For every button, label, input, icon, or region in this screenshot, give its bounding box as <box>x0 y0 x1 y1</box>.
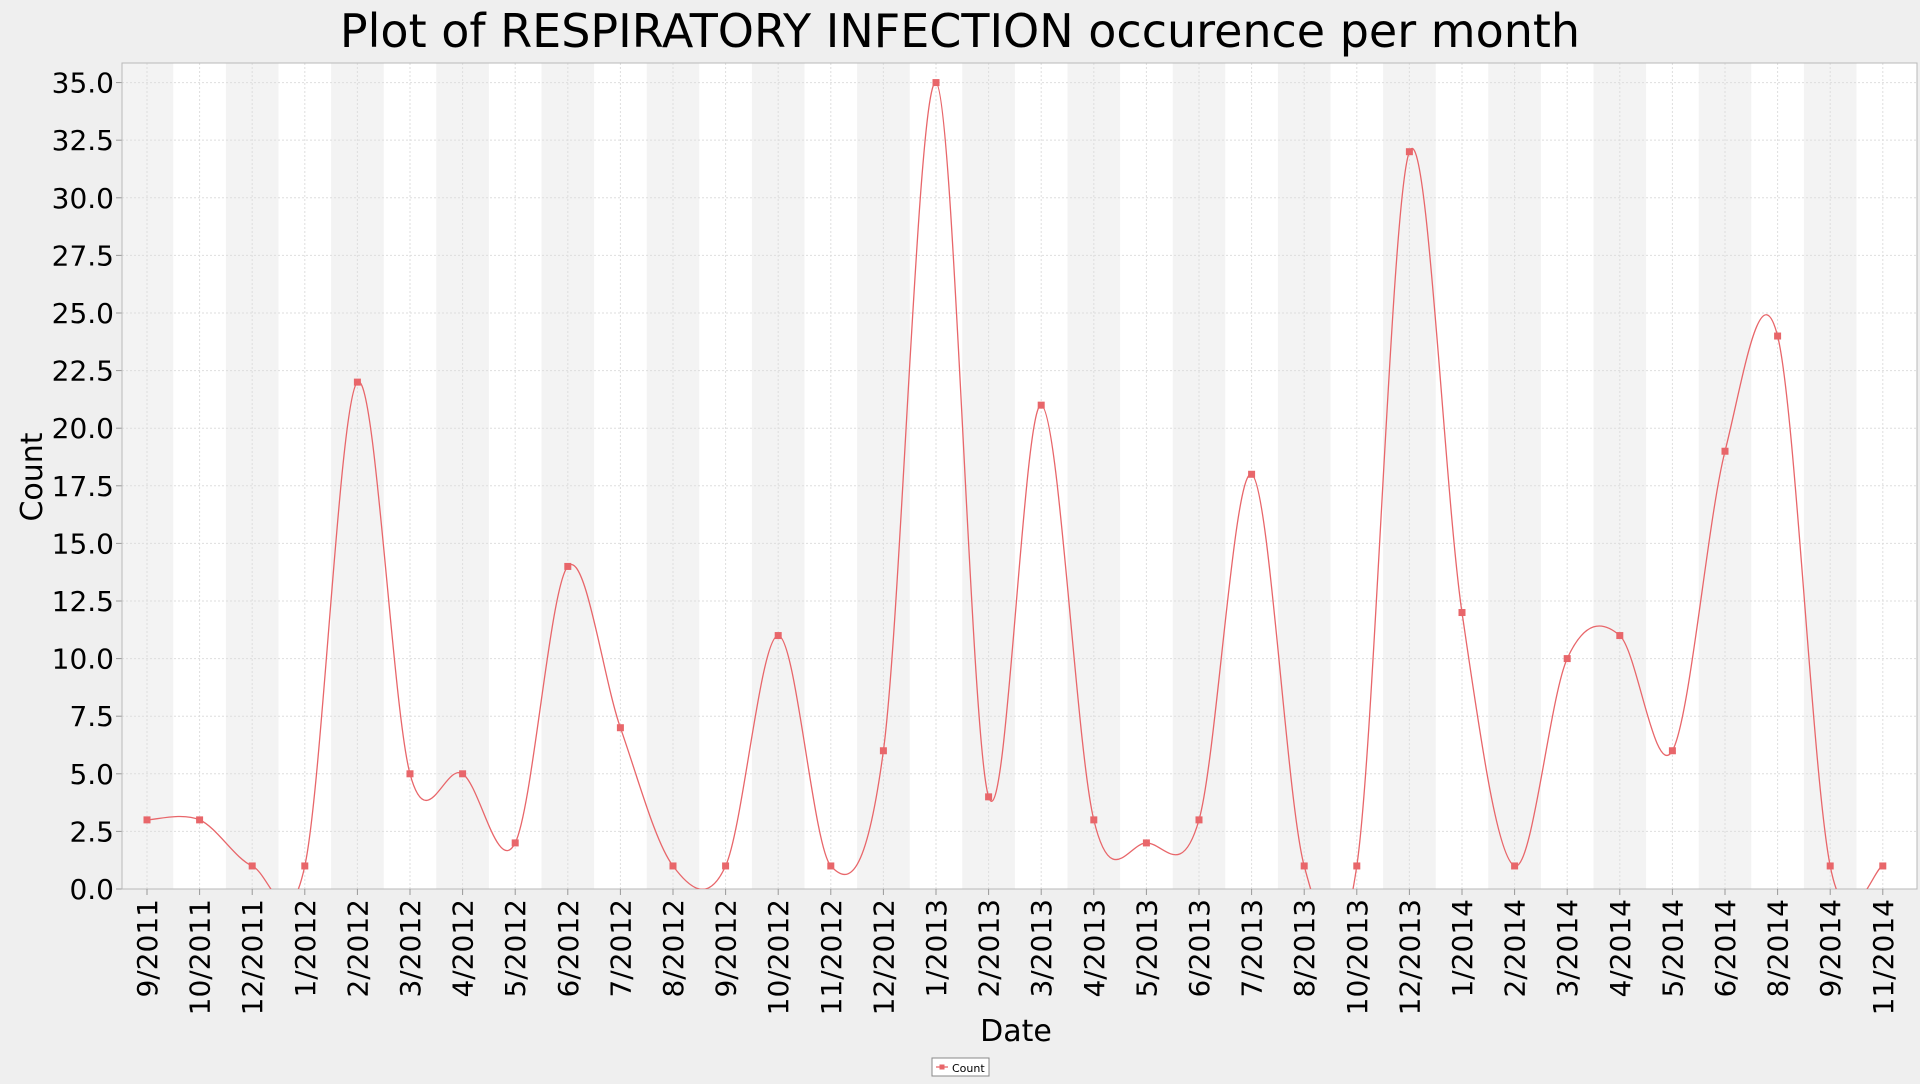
data-point <box>511 839 519 847</box>
plot-border <box>121 62 1918 890</box>
x-tick-label: 1/2013 <box>920 899 953 998</box>
y-tick-label: 15.0 <box>52 527 114 560</box>
data-point <box>1826 862 1834 870</box>
data-point <box>1668 747 1676 755</box>
data-point <box>616 724 624 732</box>
data-point <box>1195 816 1203 824</box>
y-tick-label: 12.5 <box>52 585 114 618</box>
x-tick-label: 10/2013 <box>1341 899 1374 1015</box>
y-tick-label: 17.5 <box>52 470 114 503</box>
x-tick-label: 4/2013 <box>1078 899 1111 998</box>
data-point <box>196 816 204 824</box>
data-point <box>722 862 730 870</box>
x-tick-label: 6/2014 <box>1709 899 1742 998</box>
data-point <box>932 79 940 87</box>
x-tick-label: 12/2013 <box>1393 899 1426 1015</box>
plot-background <box>122 63 1917 889</box>
data-point <box>564 562 572 570</box>
data-point <box>1248 470 1256 478</box>
y-tick-label: 20.0 <box>52 412 114 445</box>
y-tick-label: 22.5 <box>52 355 114 388</box>
x-tick-label: 10/2011 <box>184 899 217 1015</box>
data-point <box>774 632 782 640</box>
data-point <box>879 747 887 755</box>
legend-box <box>931 1057 990 1077</box>
y-tick-label: 5.0 <box>69 758 114 791</box>
y-tick-label: 0.0 <box>69 873 114 906</box>
x-tick-label: 9/2011 <box>131 899 164 998</box>
x-axis-label: Date <box>980 1014 1052 1049</box>
data-point <box>1616 632 1624 640</box>
legend-series-label: Count <box>952 1062 985 1075</box>
x-tick-label: 9/2014 <box>1814 899 1847 998</box>
plot-area: 0.0 2.5 5.0 7.5 10.0 12.5 15.0 17.5 20.0 22.5 25.0… <box>52 62 1918 1015</box>
data-point <box>1563 655 1571 663</box>
y-tick-label: 35.0 <box>52 67 114 100</box>
x-tick-label: 8/2012 <box>657 899 690 998</box>
x-tick-label: 6/2013 <box>1183 899 1216 998</box>
y-tick-label: 27.5 <box>52 239 114 272</box>
data-point <box>1458 609 1466 617</box>
data-point <box>459 770 467 778</box>
x-tick-label: 5/2013 <box>1130 899 1163 998</box>
x-tick-label: 12/2012 <box>867 899 900 1015</box>
x-tick-label: 8/2013 <box>1288 899 1321 998</box>
x-tick-label: 10/2012 <box>762 899 795 1015</box>
x-tick-label: 7/2013 <box>1236 899 1269 998</box>
x-tick-label: 2/2013 <box>973 899 1006 998</box>
y-tick-label: 10.0 <box>52 643 114 676</box>
x-tick-label: 3/2014 <box>1551 899 1584 998</box>
x-tick-label: 8/2014 <box>1762 899 1795 998</box>
data-point <box>1037 401 1045 409</box>
y-tick-label: 32.5 <box>52 124 114 157</box>
y-tick-label: 2.5 <box>69 815 114 848</box>
x-tick-label: 5/2012 <box>499 899 532 998</box>
x-tick-label: 3/2013 <box>1025 899 1058 998</box>
data-point <box>1405 148 1413 156</box>
x-tick-label: 6/2012 <box>552 899 585 998</box>
data-point <box>248 862 256 870</box>
x-tick-label: 9/2012 <box>710 899 743 998</box>
y-axis-label: Count <box>15 432 50 521</box>
x-tick-label: 7/2012 <box>604 899 637 998</box>
data-point <box>1300 862 1308 870</box>
data-point <box>1721 447 1729 455</box>
data-point <box>985 793 993 801</box>
data-point <box>1774 332 1782 340</box>
y-tick-label: 25.0 <box>52 297 114 330</box>
x-tick-label: 11/2014 <box>1867 899 1900 1015</box>
legend-marker-swatch <box>939 1064 945 1070</box>
x-tick-label: 11/2012 <box>815 899 848 1015</box>
data-point <box>353 378 361 386</box>
x-tick-label: 2/2014 <box>1499 899 1532 998</box>
category-band <box>122 63 174 889</box>
x-tick-label: 5/2014 <box>1656 899 1689 998</box>
x-tick-label: 1/2014 <box>1446 899 1479 998</box>
data-point <box>1353 862 1361 870</box>
y-tick-label: 7.5 <box>69 700 114 733</box>
y-tick-label: 30.0 <box>52 182 114 215</box>
data-point <box>1090 816 1098 824</box>
data-point <box>827 862 835 870</box>
data-point <box>1511 862 1519 870</box>
x-tick-label: 12/2011 <box>236 899 269 1015</box>
data-point <box>143 816 151 824</box>
data-point <box>1879 862 1887 870</box>
x-tick-label: 2/2012 <box>341 899 374 998</box>
x-tick-label: 3/2012 <box>394 899 427 998</box>
data-point <box>406 770 414 778</box>
data-point <box>669 862 677 870</box>
chart-title: Plot of RESPIRATORY INFECTION occurence … <box>340 4 1580 58</box>
x-tick-label: 1/2012 <box>289 899 322 998</box>
data-point <box>301 862 309 870</box>
x-tick-label: 4/2014 <box>1604 899 1637 998</box>
data-point <box>1142 839 1150 847</box>
legend: Count <box>931 1057 990 1077</box>
x-tick-label: 4/2012 <box>447 899 480 998</box>
